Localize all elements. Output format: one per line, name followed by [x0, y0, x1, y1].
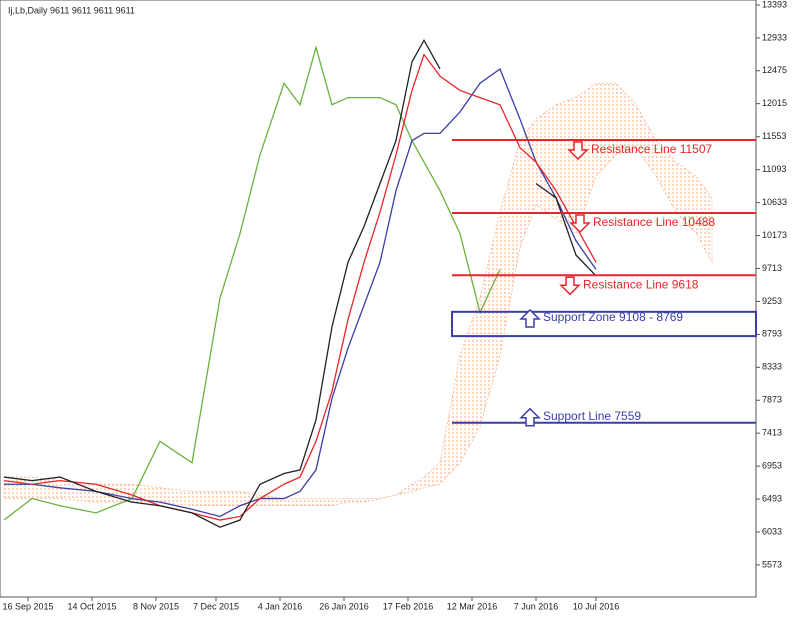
y-tick-label: 11093 — [762, 164, 786, 174]
level-arrow — [519, 407, 541, 427]
plot-frame — [0, 0, 757, 598]
y-tick-label: 12015 — [762, 98, 787, 108]
y-tick-label: 8793 — [762, 329, 782, 339]
x-tick-label: 26 Jan 2016 — [319, 601, 369, 611]
y-tick-label: 6953 — [762, 460, 782, 470]
x-tick-label: 17 Feb 2016 — [383, 601, 434, 611]
level-label: Support Zone 9108 - 8769 — [543, 310, 683, 324]
x-tick-label: 7 Jun 2016 — [514, 601, 559, 611]
y-tick-label: 12933 — [762, 32, 787, 42]
level-label: Resistance Line 10488 — [593, 215, 715, 229]
y-tick-label: 5573 — [762, 559, 782, 569]
x-tick-label: 4 Jan 2016 — [258, 601, 303, 611]
y-tick-label: 9253 — [762, 296, 782, 306]
y-tick-label: 10173 — [762, 230, 787, 240]
y-tick-label: 10633 — [762, 197, 787, 207]
series-line — [3, 53, 597, 521]
level-label: Resistance Line 9618 — [583, 277, 699, 291]
y-tick-label: 6033 — [762, 526, 782, 536]
y-tick-label: 6493 — [762, 493, 782, 503]
level-arrow — [519, 308, 541, 328]
level-label: Support Line 7559 — [543, 409, 641, 423]
x-tick-label: 14 Oct 2015 — [67, 601, 116, 611]
y-tick-label: 12475 — [762, 65, 787, 75]
y-tick-label: 7413 — [762, 428, 782, 438]
level-arrow — [569, 214, 591, 234]
level-arrow — [559, 276, 581, 296]
y-tick-label: 13393 — [762, 0, 787, 9]
x-tick-label: 8 Nov 2015 — [133, 601, 179, 611]
ichimoku-cloud — [3, 82, 713, 507]
y-tick-label: 8333 — [762, 362, 782, 372]
y-tick-label: 9713 — [762, 263, 782, 273]
x-tick-label: 10 Jul 2016 — [573, 601, 620, 611]
level-arrow — [567, 141, 589, 161]
level-label: Resistance Line 11507 — [591, 142, 713, 156]
support-zone — [451, 310, 757, 338]
series-line — [3, 38, 597, 528]
chart-title: Ij,Lb,Daily 9611 9611 9611 9611 — [8, 5, 135, 15]
x-tick-label: 7 Dec 2015 — [193, 601, 239, 611]
x-tick-label: 12 Mar 2016 — [447, 601, 498, 611]
y-tick-label: 7873 — [762, 395, 782, 405]
x-tick-label: 16 Sep 2015 — [2, 601, 53, 611]
series-line — [4, 67, 597, 518]
y-tick-label: 11553 — [762, 131, 786, 141]
